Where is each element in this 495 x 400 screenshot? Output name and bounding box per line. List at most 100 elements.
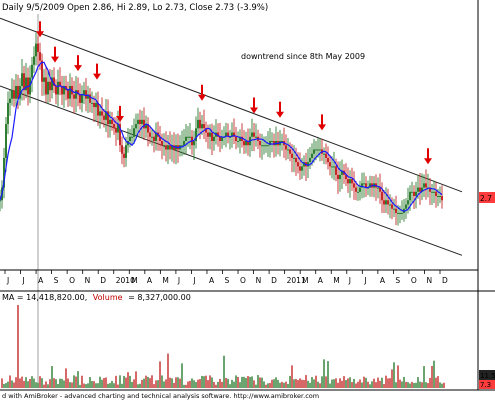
volume-bar (433, 360, 435, 388)
price-bar (425, 169, 427, 200)
price-bar (117, 110, 119, 141)
price-bar (53, 67, 55, 94)
price-bar (255, 123, 257, 147)
price-bar (411, 181, 413, 203)
price-bar (351, 167, 353, 191)
price-bar (353, 171, 355, 200)
price-panel (0, 0, 478, 291)
price-bar (15, 73, 17, 107)
price-bar (245, 131, 247, 154)
price-bar (309, 147, 311, 169)
volume-bar (147, 376, 149, 388)
volume-bar (251, 376, 253, 388)
volume-bar (131, 381, 133, 388)
price-bar (47, 70, 49, 105)
volume-bar (179, 378, 181, 388)
volume-bar (357, 381, 359, 388)
price-bar (73, 80, 75, 114)
price-bar (227, 123, 229, 144)
down-arrow-icon (424, 148, 432, 165)
price-bar (213, 125, 215, 151)
price-bar (165, 131, 167, 162)
x-tick-label: S (54, 276, 59, 285)
price-bar (271, 132, 273, 153)
volume-bar (307, 380, 309, 388)
volume-bar (111, 380, 113, 388)
volume-bar (301, 379, 303, 388)
price-bar (107, 99, 109, 138)
price-bar (155, 122, 157, 151)
volume-bar (339, 378, 341, 388)
downtrend-arrows (36, 21, 432, 165)
volume-bar (13, 382, 15, 388)
x-tick-label: N (426, 276, 432, 285)
volume-bar (137, 384, 139, 388)
volume-bar (107, 383, 109, 388)
volume-bar (139, 383, 141, 388)
price-label: 2.7 (480, 194, 492, 203)
volume-bar (317, 381, 319, 388)
volume-bar (427, 383, 429, 388)
x-tick-label: A (380, 276, 386, 285)
price-bar (241, 123, 243, 148)
price-bar (63, 75, 65, 108)
volume-bar (85, 384, 87, 388)
vol-bottom-label-box (479, 380, 495, 389)
volume-bar (33, 378, 35, 388)
price-bar (31, 57, 33, 93)
price-bar (171, 134, 173, 162)
volume-bar (429, 377, 431, 388)
volume-bar (287, 384, 289, 388)
x-tick-label: O (69, 276, 75, 285)
volume-bar (73, 375, 75, 388)
x-tick-label: A (209, 276, 215, 285)
volume-bar (197, 379, 199, 388)
price-bar (153, 130, 155, 153)
volume-bar (61, 378, 63, 388)
volume-bar (71, 382, 73, 388)
volume-bar (387, 378, 389, 388)
volume-bar (263, 381, 265, 388)
price-bar (17, 74, 19, 110)
volume-bar (229, 384, 231, 388)
price-bar (19, 78, 21, 106)
volume-bar (361, 382, 363, 388)
volume-bar (9, 375, 11, 388)
price-bar (35, 32, 37, 66)
volume-bar (285, 381, 287, 388)
volume-bar (205, 375, 207, 388)
volume-bar (125, 377, 127, 388)
volume-bar (171, 378, 173, 388)
volume-bar (335, 378, 337, 388)
price-bar (299, 152, 301, 180)
price-bar (323, 147, 325, 165)
x-tick-label: O (411, 276, 417, 285)
price-bar (91, 91, 93, 113)
volume-bar (367, 381, 369, 388)
price-bar (93, 95, 95, 122)
volume-bar (51, 366, 53, 388)
price-bar (125, 136, 127, 167)
volume-bar (383, 384, 385, 388)
x-tick-label: D (271, 276, 277, 285)
price-bar (237, 131, 239, 148)
price-bar (253, 122, 255, 152)
volume-bar (371, 381, 373, 388)
volume-bar (27, 381, 29, 388)
volume-bar (415, 382, 417, 388)
volume-bar (29, 378, 31, 388)
price-bar (5, 117, 7, 172)
volume-bar (43, 384, 45, 388)
volume-bar (115, 375, 117, 388)
volume-bar (133, 379, 135, 388)
x-tick-label: S (395, 276, 400, 285)
price-bar (387, 188, 389, 215)
price-bar (359, 180, 361, 201)
volume-bar (435, 377, 437, 388)
price-bar (67, 81, 69, 108)
x-tick-label: M (302, 276, 308, 285)
volume-bar (405, 381, 407, 388)
x-tick-label: O (240, 276, 246, 285)
price-bar (41, 53, 43, 96)
price-bar (355, 181, 357, 201)
